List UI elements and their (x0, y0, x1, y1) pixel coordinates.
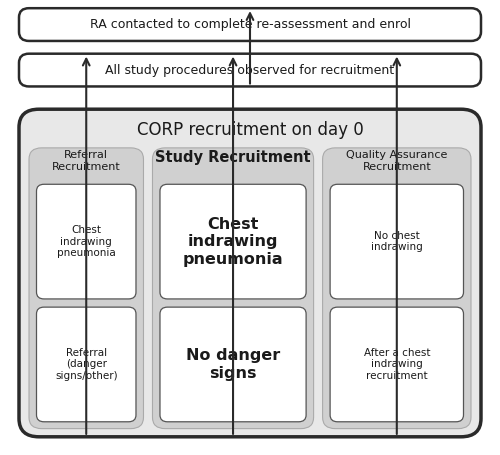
Text: No chest
indrawing: No chest indrawing (371, 231, 422, 253)
FancyBboxPatch shape (160, 184, 306, 299)
FancyBboxPatch shape (330, 307, 464, 422)
FancyBboxPatch shape (160, 307, 306, 422)
FancyBboxPatch shape (29, 148, 144, 429)
Text: Referral
Recruitment: Referral Recruitment (52, 150, 120, 172)
Text: All study procedures observed for recruitment: All study procedures observed for recrui… (106, 64, 395, 76)
Text: Study Recruitment: Study Recruitment (155, 150, 311, 165)
Text: Quality Assurance
Recruitment: Quality Assurance Recruitment (346, 150, 448, 172)
FancyBboxPatch shape (322, 148, 471, 429)
Text: Referral
(danger
signs/other): Referral (danger signs/other) (55, 348, 118, 381)
Text: RA contacted to complete re-assessment and enrol: RA contacted to complete re-assessment a… (90, 18, 410, 31)
FancyBboxPatch shape (19, 8, 481, 41)
FancyBboxPatch shape (36, 184, 136, 299)
FancyBboxPatch shape (330, 184, 464, 299)
FancyBboxPatch shape (152, 148, 314, 429)
FancyBboxPatch shape (36, 307, 136, 422)
Text: Chest
indrawing
pneumonia: Chest indrawing pneumonia (182, 217, 284, 267)
FancyBboxPatch shape (19, 54, 481, 86)
Text: CORP recruitment on day 0: CORP recruitment on day 0 (136, 121, 364, 139)
FancyBboxPatch shape (19, 109, 481, 437)
Text: After a chest
indrawing
recruitment: After a chest indrawing recruitment (364, 348, 430, 381)
Text: No danger
signs: No danger signs (186, 348, 280, 381)
Text: Chest
indrawing
pneumonia: Chest indrawing pneumonia (57, 225, 116, 258)
